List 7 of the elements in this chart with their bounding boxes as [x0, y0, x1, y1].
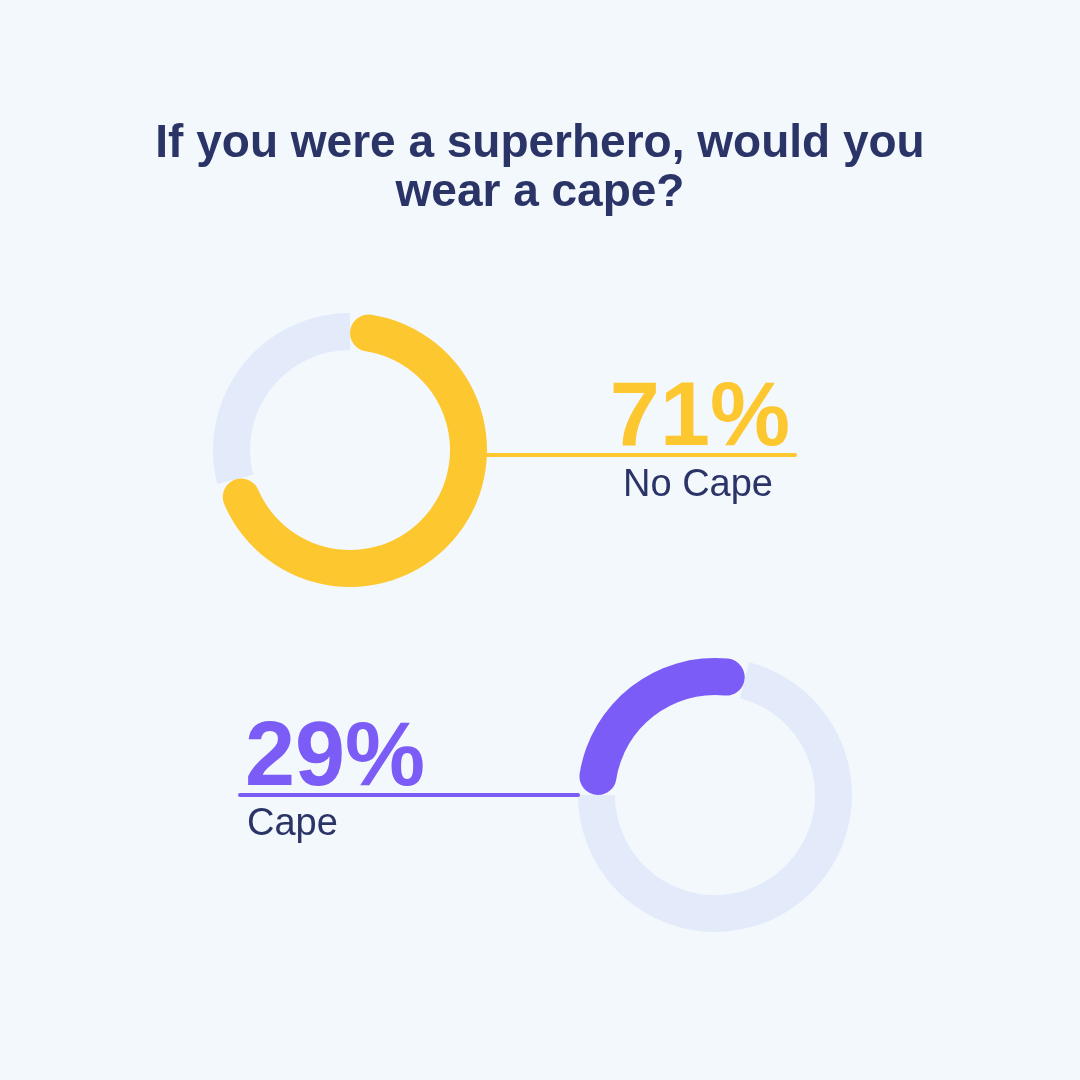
slice-label: Cape: [247, 801, 338, 843]
donut-slice: [579, 658, 745, 795]
data-label: 29%: [245, 704, 426, 804]
chart-title: If you were a superhero, would you wear a cape?: [155, 115, 925, 216]
data-label: 71%: [609, 364, 790, 464]
donut-slice: [578, 662, 852, 932]
slice-label: No Cape: [623, 462, 773, 504]
